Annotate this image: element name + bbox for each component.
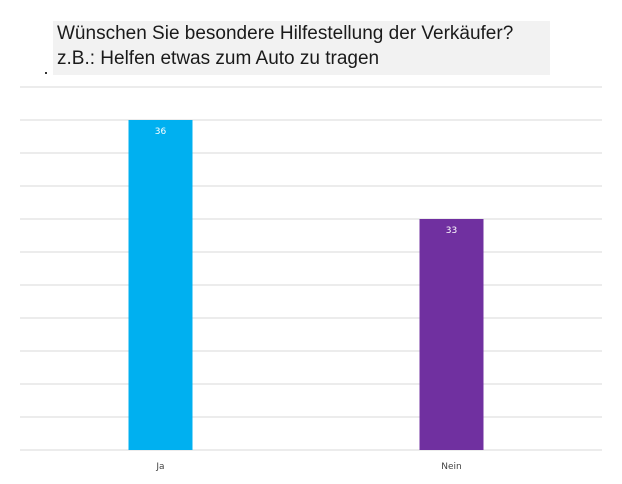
chart-title-line-1: Wünschen Sie besondere Hilfestellung der… (57, 23, 514, 44)
x-tick-label-ja: Ja (155, 462, 164, 472)
stray-dot (45, 72, 47, 74)
bar-ja (128, 120, 193, 450)
x-tick-label-nein: Nein (441, 462, 461, 472)
data-label-nein: 33 (446, 226, 457, 236)
data-label-ja: 36 (155, 127, 167, 137)
chart-title-line-2: z.B.: Helfen etwas zum Auto zu tragen (57, 48, 380, 69)
chart-title: Wünschen Sie besondere Hilfestellung der… (53, 21, 550, 75)
bar-nein (419, 219, 484, 450)
